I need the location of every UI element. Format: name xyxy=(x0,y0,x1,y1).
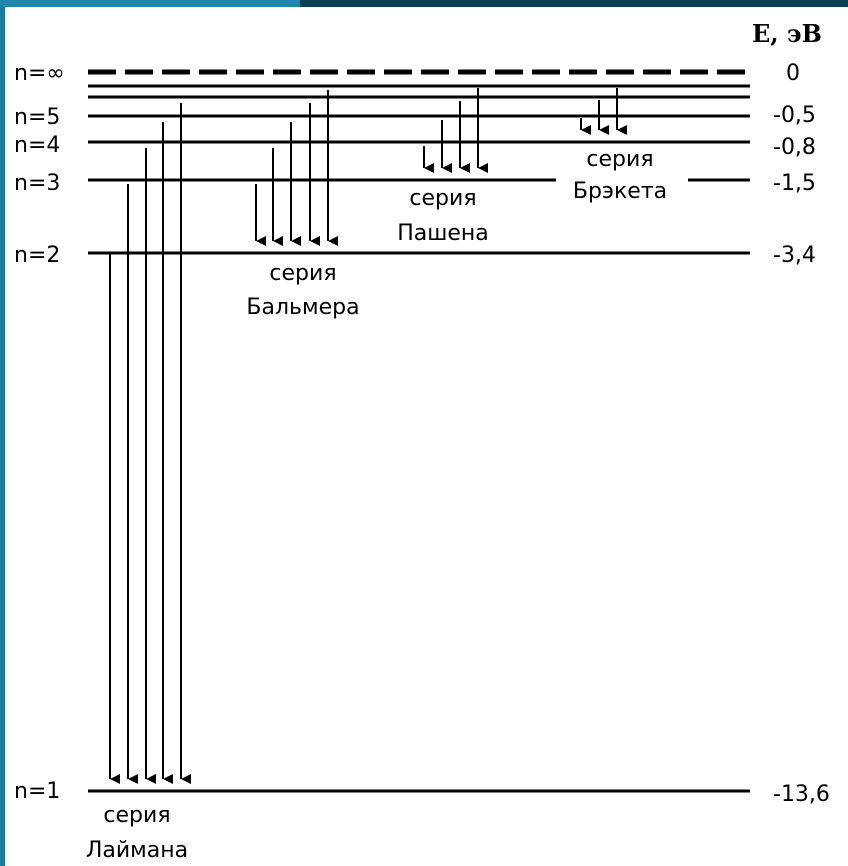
energy-value-n4: -0,8 xyxy=(773,135,816,160)
lyman-label-line2: Лаймана xyxy=(86,838,188,863)
brackett-arrows xyxy=(580,88,627,135)
brackett-label-line1: серия xyxy=(586,147,653,172)
paschen-arrows xyxy=(423,88,488,173)
level-label-n5: n=5 xyxy=(14,105,60,130)
energy-value-n3: -1,5 xyxy=(773,171,816,196)
level-label-n4: n=4 xyxy=(14,133,60,158)
paschen-label-line2: Пашена xyxy=(397,221,489,246)
balmer-label-line2: Бальмера xyxy=(246,295,359,320)
level-label-n1: n=1 xyxy=(14,779,60,804)
slide-frame-top xyxy=(0,0,300,7)
energy-value-infinity: 0 xyxy=(786,61,800,86)
paschen-label-line1: серия xyxy=(409,186,476,211)
level-label-n3: n=3 xyxy=(14,171,60,196)
lyman-arrows xyxy=(109,103,191,784)
balmer-arrows xyxy=(255,90,338,246)
axis-unit-label: E, эВ xyxy=(752,19,822,48)
energy-value-n1: -13,6 xyxy=(773,782,830,807)
brackett-label-line2: Брэкета xyxy=(573,179,667,204)
slide-frame-top-dark xyxy=(300,0,848,7)
level-label-n2: n=2 xyxy=(14,243,60,268)
energy-value-n2: -3,4 xyxy=(773,243,816,268)
energy-value-n5: -0,5 xyxy=(773,103,816,128)
slide-frame-left xyxy=(0,0,5,866)
lyman-label-line1: серия xyxy=(103,803,170,828)
level-label-n-infinity: n=∞ xyxy=(14,61,65,86)
balmer-label-line1: серия xyxy=(269,261,336,286)
